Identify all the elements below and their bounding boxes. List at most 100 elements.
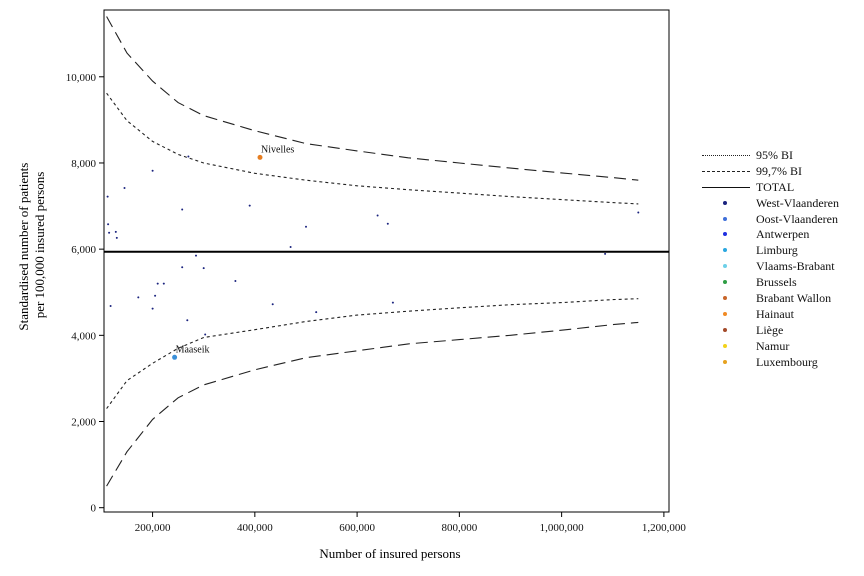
legend-item: 95% BI <box>700 148 860 164</box>
y-tick-label: 6,000 <box>71 244 96 256</box>
legend-label: TOTAL <box>756 179 795 194</box>
legend-item: Limburg <box>700 243 860 259</box>
highlighted-points: Nivelles Maaseik <box>172 144 294 360</box>
legend-label: Brabant Wallon <box>756 291 832 306</box>
legend-line-marker <box>702 186 750 188</box>
data-point <box>162 282 165 285</box>
data-point <box>305 225 307 228</box>
data-point <box>604 252 607 255</box>
x-tick-label: 800,000 <box>441 522 477 534</box>
y-axis-ticks: 0 2,000 4,000 6,000 8,000 10,000 <box>66 72 104 515</box>
ci997-upper-line <box>106 16 639 181</box>
legend-label: Luxembourg <box>756 354 818 369</box>
x-tick-label: 400,000 <box>237 522 273 534</box>
data-point <box>181 208 184 211</box>
legend-label: Namur <box>756 338 790 353</box>
legend-item: Luxembourg <box>700 355 860 371</box>
legend-label: Oost-Vlaanderen <box>756 211 838 226</box>
data-point <box>271 303 274 306</box>
legend-dot-marker <box>723 280 727 285</box>
data-point <box>637 211 640 214</box>
data-point <box>115 236 118 239</box>
data-point <box>108 231 111 234</box>
legend-item: Antwerpen <box>700 227 860 243</box>
data-point <box>391 301 394 304</box>
legend-item: Namur <box>700 339 860 355</box>
legend-label: 99,7% BI <box>756 163 802 178</box>
legend-label: West-Vlaanderen <box>756 195 839 210</box>
legend-item: Oost-Vlaanderen <box>700 212 860 228</box>
data-point <box>248 204 251 207</box>
y-tick-label: 8,000 <box>71 158 96 170</box>
data-point <box>107 223 110 226</box>
data-point <box>106 195 109 198</box>
legend-dot-marker <box>723 216 727 221</box>
data-point <box>114 230 117 233</box>
data-point <box>376 214 379 217</box>
data-point <box>154 294 157 297</box>
legend-dot-marker <box>723 359 727 364</box>
legend-item: Hainaut <box>700 307 860 323</box>
legend-item: Brabant Wallon <box>700 291 860 307</box>
x-axis-label: Number of insured persons <box>319 546 460 561</box>
x-tick-label: 1,200,000 <box>642 522 687 534</box>
legend-dot-marker <box>723 311 727 316</box>
data-point <box>181 266 184 269</box>
data-point <box>289 246 292 248</box>
x-tick-label: 1,000,000 <box>540 522 585 534</box>
legend-label: Vlaams-Brabant <box>756 259 835 274</box>
data-point <box>123 187 126 189</box>
ci997-lower-line <box>106 321 639 487</box>
data-point <box>202 267 205 270</box>
y-tick-label: 10,000 <box>66 72 97 84</box>
legend-dot-marker <box>723 327 727 332</box>
y-axis-label: Standardised number of patients per 100,… <box>16 159 47 330</box>
legend-dot-marker <box>723 343 727 348</box>
legend-dot-marker <box>723 296 727 301</box>
legend: 95% BI 99,7% BI TOTAL West-Vlaanderen Oost-V… <box>700 148 860 370</box>
data-point <box>386 222 389 225</box>
highlighted-point <box>257 154 263 160</box>
data-point <box>186 319 189 322</box>
x-axis-ticks: 200,000 400,000 600,000 800,000 1,000,000 1,2… <box>135 512 687 534</box>
data-point <box>234 280 237 282</box>
y-tick-label: 2,000 <box>71 417 96 429</box>
data-point <box>315 311 318 314</box>
data-point <box>151 307 154 310</box>
ci95-lower-line <box>106 298 639 409</box>
point-label: Nivelles <box>261 144 294 155</box>
highlighted-point <box>172 354 178 360</box>
legend-item: Brussels <box>700 275 860 291</box>
data-point <box>156 282 159 285</box>
legend-label: Brussels <box>756 275 797 290</box>
confidence-bands <box>106 16 639 487</box>
legend-line-marker <box>702 155 750 156</box>
legend-dot-marker <box>723 248 727 253</box>
y-axis-label-line-2: per 100,000 insured persons <box>32 172 47 319</box>
legend-label: Hainaut <box>756 306 794 321</box>
legend-item: Liège <box>700 323 860 339</box>
legend-label: Liège <box>756 322 784 337</box>
plot-area-frame <box>103 9 670 513</box>
data-point <box>137 296 140 299</box>
legend-label: Antwerpen <box>756 227 810 242</box>
x-tick-label: 600,000 <box>339 522 375 534</box>
legend-line-marker <box>702 170 750 172</box>
y-axis-label-line-1: Standardised number of patients <box>16 163 31 331</box>
legend-dot-marker <box>723 232 727 237</box>
data-point <box>204 333 207 336</box>
legend-dot-marker <box>723 200 727 205</box>
legend-item: TOTAL <box>700 180 860 196</box>
data-point <box>151 169 154 172</box>
legend-item: Vlaams-Brabant <box>700 259 860 275</box>
y-tick-label: 4,000 <box>71 330 96 342</box>
legend-label: Limburg <box>756 243 798 258</box>
ci95-upper-line <box>106 92 639 205</box>
x-tick-label: 200,000 <box>135 522 171 534</box>
data-point <box>187 155 190 158</box>
point-label: Maaseik <box>176 344 210 355</box>
data-point <box>195 254 197 257</box>
data-points <box>106 155 640 336</box>
data-point <box>109 305 112 307</box>
